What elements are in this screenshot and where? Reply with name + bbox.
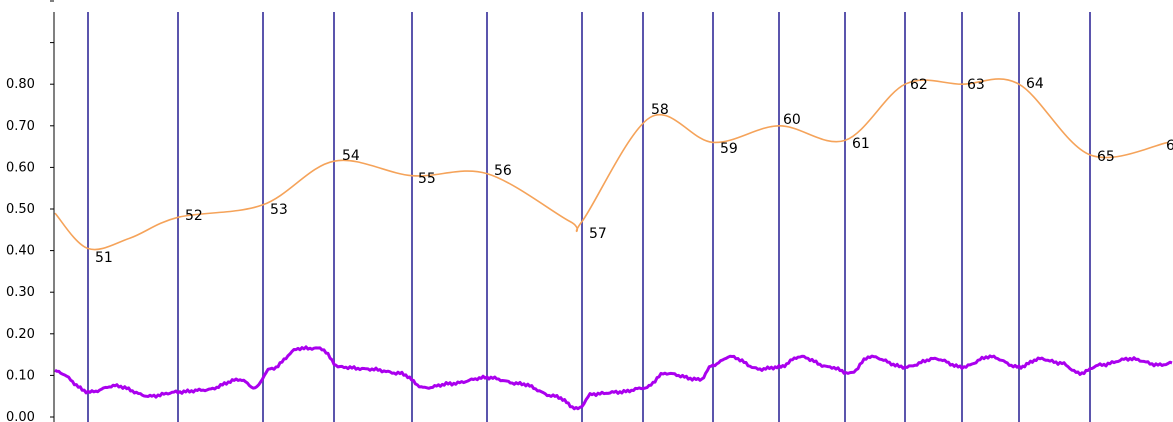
- y-tick-label: 0.20: [6, 327, 35, 342]
- point-label-64: 64: [1026, 76, 1044, 92]
- point-label-65: 65: [1097, 149, 1115, 165]
- purple-series-line: [54, 345, 1173, 411]
- point-label-58: 58: [651, 102, 669, 118]
- orange-series-line: [54, 78, 1169, 251]
- y-tick-label: 0.30: [6, 285, 35, 300]
- point-label-56: 56: [494, 163, 512, 179]
- point-label-61: 61: [852, 136, 870, 152]
- point-label-59: 59: [720, 141, 738, 157]
- y-tick-label: 0.40: [6, 244, 35, 259]
- point-label-55: 55: [418, 171, 436, 187]
- point-label-54: 54: [342, 148, 360, 164]
- y-tick-label: 0.60: [6, 160, 35, 175]
- y-tick-label: 0.80: [6, 77, 35, 92]
- y-tick-label: 0.70: [6, 119, 35, 134]
- point-label-63: 63: [967, 77, 985, 93]
- orange-series: [54, 78, 1169, 251]
- vertical-markers: [87, 12, 1091, 422]
- point-label-51: 51: [95, 250, 113, 266]
- point-label-53: 53: [270, 202, 288, 218]
- y-tick-label: 0.10: [6, 368, 35, 383]
- point-label-6: 6: [1166, 138, 1173, 154]
- point-label-62: 62: [910, 77, 928, 93]
- point-label-60: 60: [783, 112, 801, 128]
- y-axis: 0.00 0.10 0.20 0.30 0.40 0.50 0.60 0.70 0.80: [6, 0, 55, 422]
- y-tick-label: 0.50: [6, 202, 35, 217]
- y-tick-label: 0.00: [6, 410, 35, 422]
- point-label-57: 57: [589, 226, 607, 242]
- point-labels: 51 52 53 54 55 56 57 58 59 60 61 62 63 64 65 6: [95, 76, 1173, 266]
- point-label-52: 52: [185, 208, 203, 224]
- purple-series: [54, 345, 1173, 411]
